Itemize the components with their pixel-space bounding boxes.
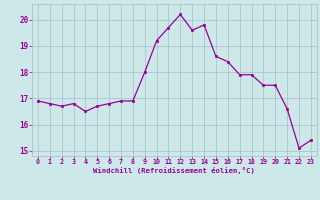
X-axis label: Windchill (Refroidissement éolien,°C): Windchill (Refroidissement éolien,°C) (93, 167, 255, 174)
